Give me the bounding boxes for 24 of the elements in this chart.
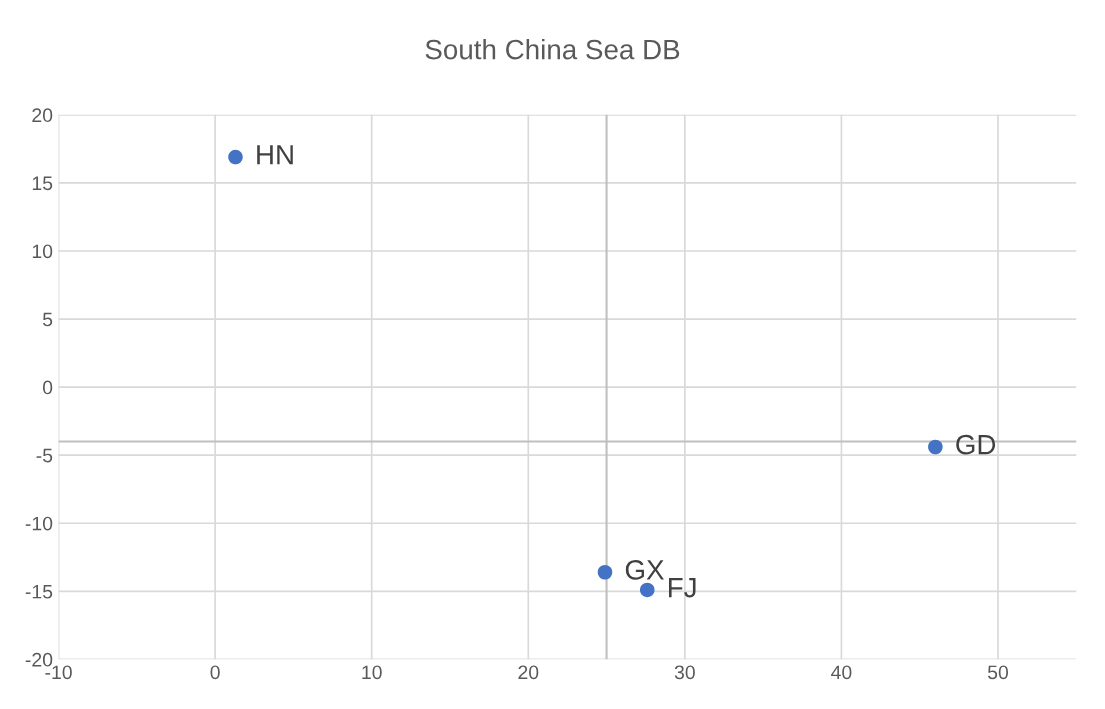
x-tick-label: 50 [987,665,1009,680]
point [639,582,655,598]
y-tick-label: 15 [32,176,53,191]
x-tick-label: 30 [674,665,695,680]
annotation: HN [257,145,293,165]
x-tick-label: 10 [362,665,382,680]
x-tick-label: 20 [518,665,539,680]
point [928,439,943,455]
x-tick-label: 0 [210,665,220,680]
annotation: GX [625,560,664,580]
y-tick-label: 10 [32,244,53,259]
x-tick-label: 40 [831,665,852,680]
y-tick-label: 0 [42,380,53,395]
annotation: GD [956,434,996,455]
y-tick-label: -15 [25,584,53,599]
y-tick-label: -20 [25,652,53,667]
y-tick-label: -5 [36,448,53,463]
y-tick-label: -10 [25,516,53,531]
point [597,564,613,580]
chart-title: South China Sea DB [425,38,680,60]
point [228,149,243,165]
annotation: FJ [668,578,696,598]
y-tick-label: 5 [42,312,53,327]
y-tick-label: 20 [32,108,53,123]
